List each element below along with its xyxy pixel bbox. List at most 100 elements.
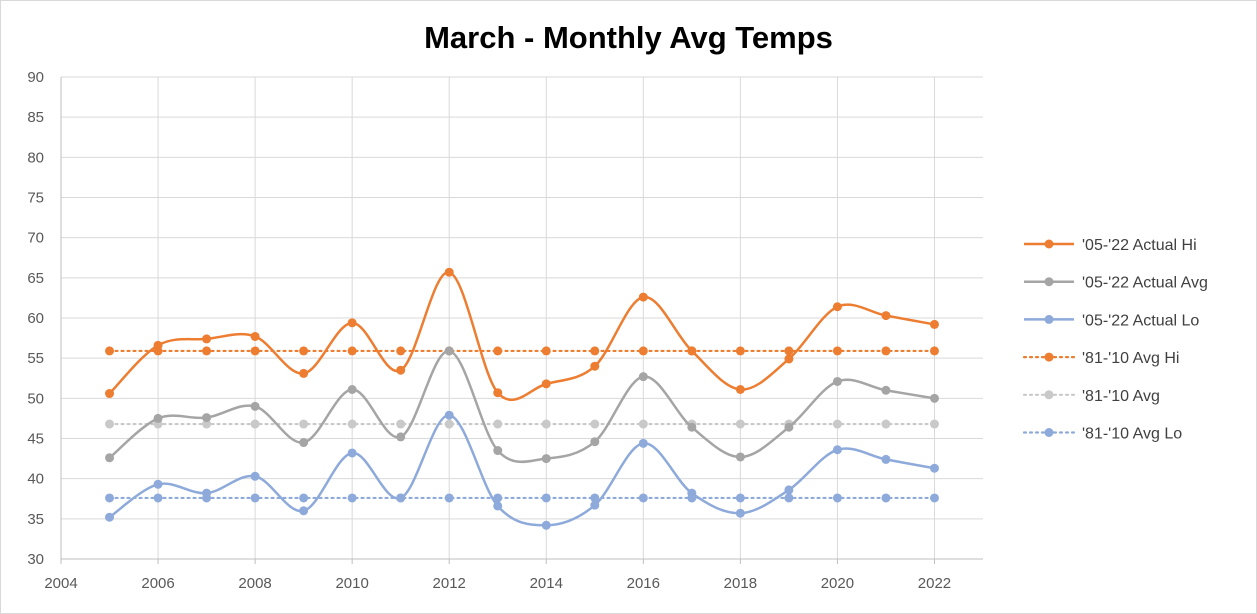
series-5-point bbox=[541, 493, 551, 503]
series-2-point bbox=[832, 445, 842, 455]
series-1-point bbox=[929, 393, 939, 403]
y-tick-label: 90 bbox=[27, 69, 44, 86]
y-tick-label: 75 bbox=[27, 190, 44, 207]
x-tick-label: 2020 bbox=[821, 575, 854, 592]
series-1-point bbox=[299, 438, 309, 448]
series-4-point bbox=[735, 419, 745, 429]
series-4-point bbox=[590, 419, 600, 429]
y-tick-label: 80 bbox=[27, 149, 44, 166]
legend-label: '05-'22 Actual Lo bbox=[1082, 312, 1199, 329]
series-2-point bbox=[735, 508, 745, 518]
series-2-point bbox=[638, 438, 648, 448]
series-2-point bbox=[590, 500, 600, 510]
series-0-point bbox=[638, 292, 648, 302]
series-0-point bbox=[153, 340, 163, 350]
series-2-point bbox=[687, 488, 697, 498]
series-4-point bbox=[638, 419, 648, 429]
legend-swatch-marker bbox=[1044, 428, 1054, 437]
series-5-point bbox=[105, 493, 115, 503]
series-0-point bbox=[590, 361, 600, 371]
series-0-point bbox=[832, 302, 842, 312]
series-5-point bbox=[590, 493, 600, 503]
x-tick-label: 2022 bbox=[918, 575, 951, 592]
series-1-point bbox=[347, 384, 357, 394]
series-3-point bbox=[541, 346, 551, 356]
y-tick-label: 50 bbox=[27, 390, 44, 407]
gridlines bbox=[60, 76, 983, 560]
series-4 bbox=[105, 419, 939, 429]
series-1-point bbox=[590, 437, 600, 447]
series-2-point bbox=[202, 488, 212, 498]
series-3-point bbox=[784, 346, 794, 356]
series-4-point bbox=[881, 419, 891, 429]
series-1-point bbox=[784, 422, 794, 432]
series-3-point bbox=[347, 346, 357, 356]
legend: '05-'22 Actual Hi '05-'22 Actual Avg '05-'… bbox=[1022, 237, 1208, 443]
axes: 30 35 40 45 50 55 60 65 70 75 80 85 90 2004 2006 2008 20… bbox=[27, 69, 983, 592]
legend-swatch-marker bbox=[1044, 314, 1054, 324]
series-3-point bbox=[299, 346, 309, 356]
x-tick-label: 2004 bbox=[44, 575, 77, 592]
series-3-point bbox=[638, 346, 648, 356]
legend-item-2: '05-'22 Actual Lo bbox=[1024, 312, 1199, 329]
series-2-point bbox=[153, 479, 163, 489]
series-0-point bbox=[735, 384, 745, 394]
legend-item-1: '05-'22 Actual Avg bbox=[1024, 275, 1208, 292]
series-2 bbox=[105, 410, 939, 530]
series-5-point bbox=[784, 493, 794, 503]
series-2-point bbox=[784, 485, 794, 495]
series-1-point bbox=[735, 452, 745, 462]
series-5-point bbox=[832, 493, 842, 503]
series-5-point bbox=[347, 493, 357, 503]
series-3 bbox=[105, 346, 939, 356]
series-3-point bbox=[590, 346, 600, 356]
series-1-line bbox=[108, 349, 935, 464]
series-5-point bbox=[250, 493, 260, 503]
series-5-point bbox=[444, 493, 454, 503]
series-2-line bbox=[108, 413, 935, 527]
series-4-point bbox=[929, 419, 939, 429]
x-tick-label: 2010 bbox=[335, 575, 368, 592]
series-0-point bbox=[347, 318, 357, 328]
series-4-point bbox=[396, 419, 406, 429]
series-3-point bbox=[929, 346, 939, 356]
series-1-point bbox=[153, 413, 163, 423]
series-4-point bbox=[493, 419, 503, 429]
legend-swatch-marker bbox=[1044, 390, 1054, 400]
series-1-point bbox=[541, 454, 551, 464]
series-0-point bbox=[541, 379, 551, 389]
series-0-point bbox=[493, 388, 503, 398]
series-0-point bbox=[929, 319, 939, 329]
series-2-point bbox=[347, 448, 357, 458]
series-3-point bbox=[250, 346, 260, 356]
series-2-point bbox=[444, 410, 454, 420]
series-0 bbox=[105, 267, 939, 401]
series-4-point bbox=[202, 419, 212, 429]
series-0-point bbox=[250, 331, 260, 341]
series-3-point bbox=[396, 346, 406, 356]
series-2-point bbox=[881, 454, 891, 464]
legend-swatch-marker bbox=[1044, 239, 1054, 249]
series-2-point bbox=[105, 512, 115, 522]
legend-swatch-marker bbox=[1044, 352, 1054, 362]
series-0-point bbox=[396, 365, 406, 375]
y-tick-label: 35 bbox=[27, 511, 44, 528]
legend-item-5: '81-'10 Avg Lo bbox=[1022, 426, 1182, 443]
series-2-point bbox=[541, 520, 551, 530]
series-1-point bbox=[881, 385, 891, 395]
y-tick-label: 60 bbox=[27, 310, 44, 327]
x-tick-label: 2014 bbox=[530, 575, 563, 592]
y-tick-label: 70 bbox=[27, 230, 44, 247]
y-tick-label: 65 bbox=[27, 270, 44, 287]
series-3-point bbox=[881, 346, 891, 356]
series-5 bbox=[105, 493, 939, 503]
chart-title: March - Monthly Avg Temps bbox=[424, 20, 833, 55]
series-4-point bbox=[832, 419, 842, 429]
series-0-point bbox=[444, 267, 454, 277]
series-1-point bbox=[832, 376, 842, 386]
series-5-point bbox=[299, 493, 309, 503]
series-4-point bbox=[541, 419, 551, 429]
series-5-point bbox=[493, 493, 503, 503]
series-1-point bbox=[250, 401, 260, 411]
